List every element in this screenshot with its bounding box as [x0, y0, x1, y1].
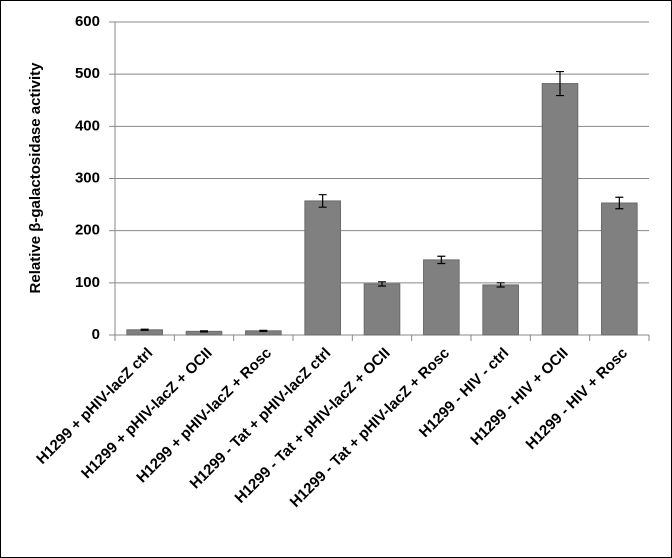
- error-bar: [496, 282, 505, 288]
- y-tick-label: 0: [92, 326, 100, 343]
- bar: [304, 200, 341, 336]
- y-tick-label: 100: [75, 274, 100, 291]
- y-axis-label: Relative β-galactosidase activity: [27, 62, 44, 294]
- bar: [423, 259, 460, 336]
- y-tick-label: 400: [75, 117, 100, 134]
- error-bar: [378, 281, 386, 287]
- error-bar: [318, 194, 327, 208]
- error-bar: [259, 329, 268, 332]
- error-bar: [615, 196, 624, 210]
- y-tick-label: 600: [75, 13, 100, 30]
- bar: [482, 284, 519, 336]
- bar: [601, 202, 638, 336]
- y-tick-label: 500: [75, 65, 100, 82]
- bar: [363, 283, 401, 336]
- y-tick-label: 200: [75, 222, 100, 239]
- error-bar: [437, 255, 446, 265]
- bar: [541, 83, 579, 336]
- error-bar: [140, 328, 149, 331]
- error-bar: [556, 70, 564, 97]
- y-tick-label: 300: [75, 169, 100, 186]
- error-bar: [200, 330, 208, 333]
